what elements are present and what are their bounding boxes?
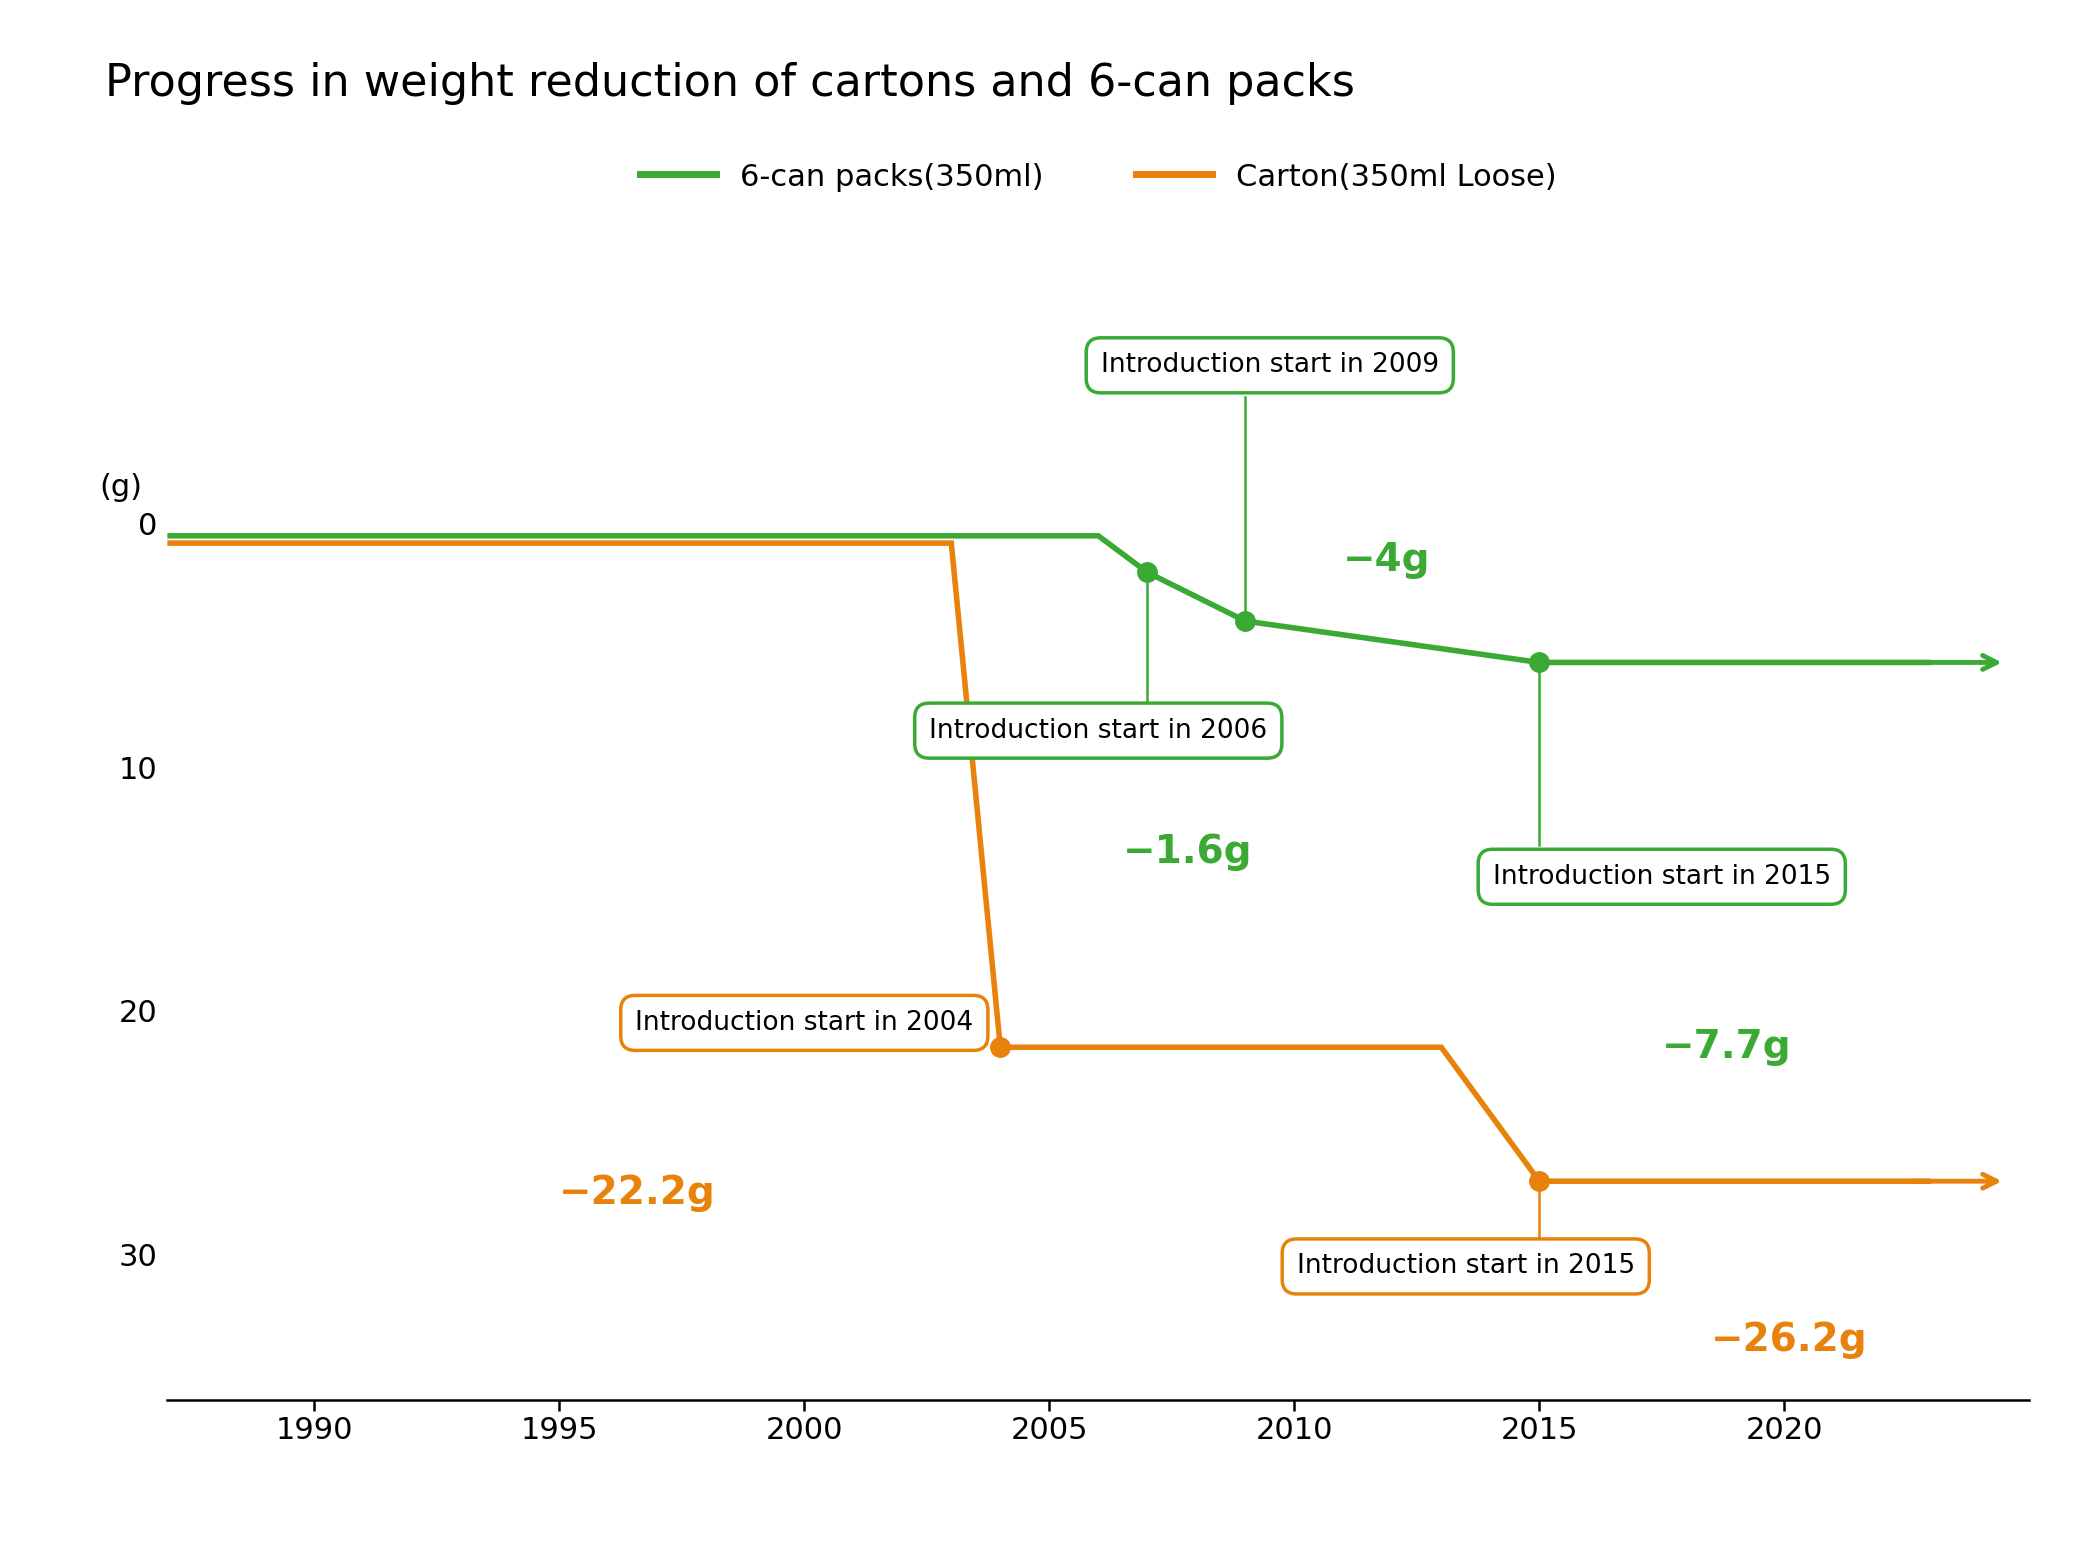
Text: Introduction start in 2015: Introduction start in 2015 xyxy=(1297,1254,1634,1279)
Text: −7.7g: −7.7g xyxy=(1661,1029,1791,1066)
Text: −26.2g: −26.2g xyxy=(1711,1321,1868,1358)
Text: Progress in weight reduction of cartons and 6-can packs: Progress in weight reduction of cartons … xyxy=(105,62,1354,106)
Text: −22.2g: −22.2g xyxy=(559,1175,715,1212)
Text: −1.6g: −1.6g xyxy=(1123,834,1253,871)
Legend: 6-can packs(350ml), Carton(350ml Loose): 6-can packs(350ml), Carton(350ml Loose) xyxy=(628,149,1569,204)
Text: Introduction start in 2009: Introduction start in 2009 xyxy=(1100,352,1439,378)
Text: Introduction start in 2015: Introduction start in 2015 xyxy=(1494,864,1830,890)
Text: Introduction start in 2006: Introduction start in 2006 xyxy=(929,717,1268,744)
Text: −4g: −4g xyxy=(1343,541,1431,579)
Text: Introduction start in 2004: Introduction start in 2004 xyxy=(636,1010,973,1036)
Text: (g): (g) xyxy=(100,473,142,501)
